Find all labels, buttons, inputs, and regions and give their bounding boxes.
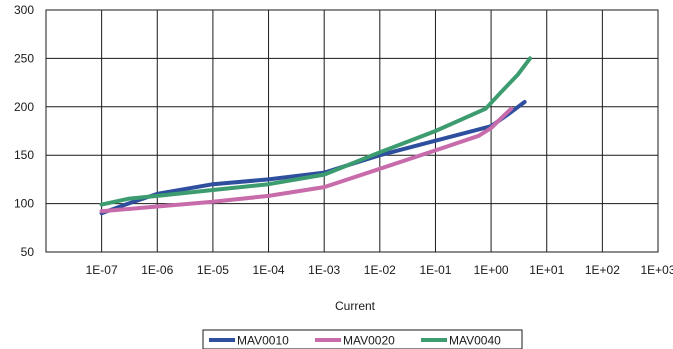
y-tick-label: 100 xyxy=(14,197,34,211)
chart-grid xyxy=(45,9,659,253)
x-axis-tick-labels: 1E-07 1E-06 1E-05 1E-04 1E-03 1E-02 1E-01 1E+00… xyxy=(86,263,673,277)
x-tick-label: 1E-04 xyxy=(253,263,285,277)
y-axis-tick-labels: 50 100 150 200 250 300 xyxy=(14,3,34,259)
y-tick-label: 200 xyxy=(14,100,34,114)
x-tick-label: 1E+01 xyxy=(529,263,564,277)
x-tick-label: 1E-02 xyxy=(364,263,396,277)
x-tick-label: 1E-07 xyxy=(86,263,118,277)
legend-label: MAV0040 xyxy=(449,334,501,348)
x-tick-label: 1E+03 xyxy=(640,263,673,277)
x-tick-label: 1E+00 xyxy=(474,263,509,277)
legend: MAV0010 MAV0020 MAV0040 xyxy=(202,329,523,349)
x-tick-label: 1E+02 xyxy=(585,263,620,277)
x-tick-label: 1E-01 xyxy=(419,263,451,277)
y-tick-label: 50 xyxy=(21,245,35,259)
x-tick-label: 1E-06 xyxy=(141,263,173,277)
x-axis-label: Current xyxy=(335,299,376,313)
y-tick-label: 300 xyxy=(14,3,34,17)
y-tick-label: 150 xyxy=(14,148,34,162)
legend-label: MAV0010 xyxy=(237,334,289,348)
x-tick-label: 1E-03 xyxy=(308,263,340,277)
y-tick-label: 250 xyxy=(14,51,34,65)
plot-area-border xyxy=(45,9,659,253)
legend-label: MAV0020 xyxy=(343,334,395,348)
series-line-mav0020 xyxy=(99,106,514,214)
x-tick-label: 1E-05 xyxy=(197,263,229,277)
series-line-mav0040 xyxy=(99,56,532,207)
series-lines xyxy=(99,56,532,216)
legend-box xyxy=(202,329,523,349)
